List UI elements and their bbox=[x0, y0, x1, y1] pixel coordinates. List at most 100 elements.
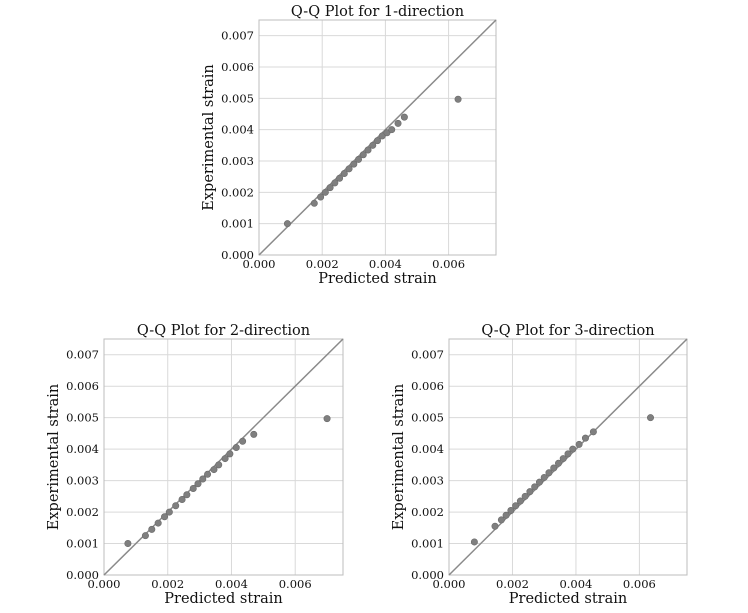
data-point bbox=[331, 179, 339, 187]
data-point bbox=[554, 459, 562, 467]
y-tick-label: 0.001 bbox=[66, 537, 99, 551]
y-axis-label: Experimental strain bbox=[201, 64, 217, 210]
y-tick-label: 0.001 bbox=[221, 217, 254, 231]
data-point bbox=[512, 502, 520, 510]
y-tick-label: 0.006 bbox=[66, 379, 99, 393]
data-point bbox=[317, 193, 325, 201]
x-tick-label: 0.000 bbox=[433, 577, 466, 591]
data-point bbox=[183, 491, 191, 499]
data-point bbox=[326, 184, 334, 192]
x-axis-label: Predicted strain bbox=[318, 271, 436, 287]
data-point bbox=[364, 146, 372, 154]
data-point bbox=[345, 165, 353, 173]
data-point bbox=[507, 506, 515, 514]
y-tick-label: 0.004 bbox=[221, 123, 254, 137]
data-point bbox=[400, 113, 408, 121]
data-point bbox=[531, 483, 539, 491]
data-point bbox=[388, 126, 396, 134]
y-tick-label: 0.005 bbox=[66, 411, 99, 425]
plot-frame bbox=[258, 19, 497, 256]
data-point bbox=[581, 434, 589, 442]
y-tick-label: 0.000 bbox=[66, 568, 99, 582]
y-tick-label: 0.001 bbox=[411, 537, 444, 551]
qq-plot-1-direction: 0.000 0.002 0.004 0.006 0.000 0.001 0.002 0.003… bbox=[201, 4, 497, 287]
data-point bbox=[321, 188, 329, 196]
y-tick-label: 0.000 bbox=[411, 568, 444, 582]
data-point bbox=[161, 513, 169, 521]
y-tick-label: 0.007 bbox=[66, 348, 99, 362]
data-point bbox=[516, 497, 524, 505]
data-point bbox=[210, 466, 218, 474]
data-point bbox=[589, 428, 597, 436]
y-tick-label: 0.000 bbox=[221, 248, 254, 262]
data-point bbox=[497, 516, 505, 524]
y-tick-label: 0.004 bbox=[66, 442, 99, 456]
data-point bbox=[454, 95, 462, 103]
data-point bbox=[250, 430, 258, 438]
data-point bbox=[564, 450, 572, 458]
data-point bbox=[310, 199, 318, 207]
x-tick-label: 0.000 bbox=[88, 577, 121, 591]
data-point bbox=[189, 484, 197, 492]
data-point bbox=[323, 415, 331, 423]
data-point bbox=[373, 137, 381, 145]
y-tick-label: 0.006 bbox=[411, 379, 444, 393]
y-tick-label: 0.002 bbox=[221, 185, 254, 199]
plot-frame bbox=[103, 338, 344, 576]
chart-title: Q-Q Plot for 3-direction bbox=[481, 323, 654, 339]
x-tick-label: 0.002 bbox=[151, 577, 184, 591]
data-point bbox=[647, 414, 655, 422]
y-tick-label: 0.007 bbox=[221, 29, 254, 43]
chart-title: Q-Q Plot for 1-direction bbox=[291, 4, 464, 20]
y-tick-label: 0.006 bbox=[221, 60, 254, 74]
y-tick-label: 0.005 bbox=[411, 411, 444, 425]
data-point bbox=[521, 492, 529, 500]
chart-title: Q-Q Plot for 2-direction bbox=[137, 323, 310, 339]
data-point bbox=[148, 525, 156, 533]
data-point bbox=[559, 455, 567, 463]
data-point bbox=[502, 511, 510, 519]
x-tick-label: 0.006 bbox=[432, 257, 465, 271]
data-point bbox=[239, 437, 247, 445]
data-point bbox=[540, 473, 548, 481]
data-point bbox=[535, 478, 543, 486]
data-point bbox=[545, 469, 553, 477]
qq-plot-3-direction: 0.000 0.002 0.004 0.006 0.000 0.001 0.002 0.003… bbox=[391, 323, 688, 607]
x-tick-label: 0.004 bbox=[369, 257, 402, 271]
data-point bbox=[124, 540, 132, 548]
data-point bbox=[359, 151, 367, 159]
x-tick-label: 0.000 bbox=[243, 257, 276, 271]
data-point bbox=[199, 475, 207, 483]
qq-plot-2-direction: 0.000 0.002 0.004 0.006 0.000 0.001 0.002 0.003… bbox=[46, 323, 344, 607]
x-tick-label: 0.004 bbox=[559, 577, 592, 591]
data-point bbox=[355, 155, 363, 163]
plot-frame bbox=[448, 338, 688, 576]
x-tick-label: 0.006 bbox=[623, 577, 656, 591]
y-tick-label: 0.003 bbox=[411, 474, 444, 488]
y-axis-label: Experimental strain bbox=[391, 384, 407, 530]
data-point bbox=[165, 508, 173, 516]
data-point bbox=[194, 480, 202, 488]
data-point bbox=[178, 495, 186, 503]
data-point bbox=[154, 519, 162, 527]
y-axis-label: Experimental strain bbox=[46, 384, 62, 530]
data-point bbox=[172, 502, 180, 510]
y-tick-label: 0.002 bbox=[66, 505, 99, 519]
data-point bbox=[491, 522, 499, 530]
y-tick-label: 0.004 bbox=[411, 442, 444, 456]
data-point bbox=[221, 455, 229, 463]
data-point bbox=[336, 174, 344, 182]
y-tick-label: 0.003 bbox=[66, 474, 99, 488]
x-tick-label: 0.006 bbox=[279, 577, 312, 591]
data-point bbox=[526, 488, 534, 496]
data-point bbox=[369, 141, 377, 149]
x-tick-label: 0.002 bbox=[496, 577, 529, 591]
data-point bbox=[283, 220, 291, 228]
y-tick-label: 0.003 bbox=[221, 154, 254, 168]
y-tick-label: 0.002 bbox=[411, 505, 444, 519]
data-point bbox=[226, 450, 234, 458]
data-point bbox=[232, 444, 240, 452]
data-point bbox=[394, 119, 402, 127]
data-point bbox=[550, 464, 558, 472]
data-point bbox=[204, 470, 212, 478]
